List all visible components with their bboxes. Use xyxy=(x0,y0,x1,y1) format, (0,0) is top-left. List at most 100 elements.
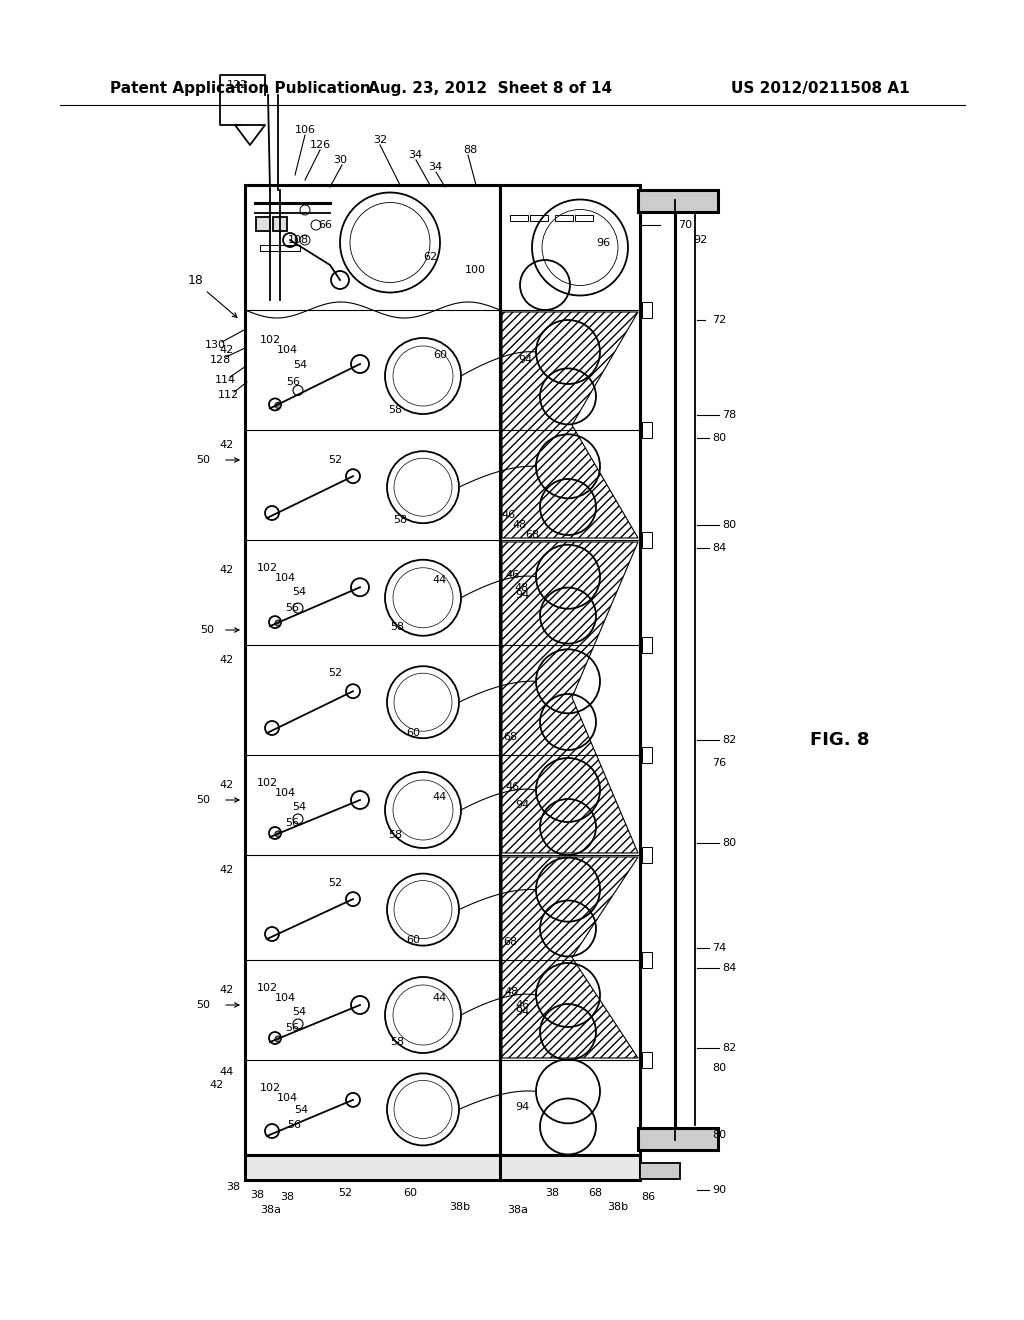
Text: 52: 52 xyxy=(328,455,342,465)
Text: 74: 74 xyxy=(712,942,726,953)
Circle shape xyxy=(275,1036,281,1041)
Text: 44: 44 xyxy=(433,792,447,803)
Text: 54: 54 xyxy=(292,587,306,597)
Bar xyxy=(256,216,270,231)
Text: 94: 94 xyxy=(515,590,529,601)
Text: 52: 52 xyxy=(328,878,342,888)
Text: 78: 78 xyxy=(722,411,736,420)
Text: 54: 54 xyxy=(294,1105,308,1115)
Polygon shape xyxy=(502,312,638,539)
Text: 50: 50 xyxy=(196,795,210,805)
Text: 126: 126 xyxy=(309,140,331,150)
Bar xyxy=(500,1155,640,1180)
Text: 80: 80 xyxy=(722,838,736,847)
Text: 52: 52 xyxy=(338,1188,352,1199)
Text: 46: 46 xyxy=(505,570,519,579)
Text: 38a: 38a xyxy=(508,1205,528,1214)
Text: 38: 38 xyxy=(226,1181,240,1192)
Polygon shape xyxy=(502,543,638,853)
Text: 44: 44 xyxy=(433,576,447,585)
Bar xyxy=(280,246,300,251)
Bar xyxy=(642,302,652,318)
Text: 80: 80 xyxy=(712,433,726,444)
Polygon shape xyxy=(502,857,638,1059)
Text: 58: 58 xyxy=(390,1038,404,1047)
Text: 18: 18 xyxy=(188,273,204,286)
Text: 102: 102 xyxy=(256,777,278,788)
Bar xyxy=(640,201,675,1140)
Text: 38b: 38b xyxy=(450,1203,471,1212)
Text: 38: 38 xyxy=(250,1191,264,1200)
Text: 62: 62 xyxy=(423,252,437,263)
Bar xyxy=(642,952,652,968)
Text: 58: 58 xyxy=(388,405,402,414)
Text: 68: 68 xyxy=(588,1188,602,1199)
Text: 58: 58 xyxy=(388,830,402,840)
Text: 80: 80 xyxy=(722,520,736,531)
Text: 102: 102 xyxy=(259,1082,281,1093)
Text: 42: 42 xyxy=(220,440,234,450)
Text: 112: 112 xyxy=(217,389,239,400)
Text: 42: 42 xyxy=(220,655,234,665)
Text: 130: 130 xyxy=(205,341,225,350)
Circle shape xyxy=(275,403,281,408)
Text: 68: 68 xyxy=(525,531,539,540)
Text: 80: 80 xyxy=(712,1063,726,1073)
Bar xyxy=(260,246,280,251)
Bar xyxy=(273,216,287,231)
Circle shape xyxy=(275,620,281,626)
Text: 42: 42 xyxy=(220,865,234,875)
Text: 82: 82 xyxy=(722,1043,736,1053)
Text: 42: 42 xyxy=(210,1080,224,1090)
Text: 42: 42 xyxy=(220,985,234,995)
Text: 58: 58 xyxy=(393,515,408,525)
Text: 48: 48 xyxy=(505,987,519,997)
Text: 104: 104 xyxy=(274,993,296,1003)
Bar xyxy=(642,847,652,863)
Text: 56: 56 xyxy=(286,378,300,387)
Text: 104: 104 xyxy=(274,788,296,799)
Bar xyxy=(245,1155,500,1180)
Text: 122: 122 xyxy=(226,81,248,90)
Text: 42: 42 xyxy=(220,345,234,355)
Text: 84: 84 xyxy=(722,964,736,973)
Text: 54: 54 xyxy=(292,1007,306,1016)
Bar xyxy=(510,215,528,220)
Text: 84: 84 xyxy=(712,543,726,553)
Text: 94: 94 xyxy=(515,1007,529,1016)
Text: 106: 106 xyxy=(295,125,315,135)
Text: 108: 108 xyxy=(288,235,308,246)
Text: 102: 102 xyxy=(256,983,278,993)
Text: 128: 128 xyxy=(209,355,230,366)
Text: 50: 50 xyxy=(200,624,214,635)
Text: 80: 80 xyxy=(712,1130,726,1140)
Circle shape xyxy=(275,832,281,837)
Bar xyxy=(638,190,718,213)
Text: 102: 102 xyxy=(259,335,281,345)
Text: Aug. 23, 2012  Sheet 8 of 14: Aug. 23, 2012 Sheet 8 of 14 xyxy=(368,81,612,95)
Text: 32: 32 xyxy=(373,135,387,145)
Text: 38: 38 xyxy=(280,1192,294,1203)
Text: 60: 60 xyxy=(403,1188,417,1199)
Text: 50: 50 xyxy=(196,455,210,465)
Text: 52: 52 xyxy=(328,668,342,678)
Text: 92: 92 xyxy=(693,235,708,246)
Text: 82: 82 xyxy=(722,735,736,744)
Bar xyxy=(575,215,593,220)
Text: 60: 60 xyxy=(433,350,447,360)
Text: 50: 50 xyxy=(196,1001,210,1010)
Text: 66: 66 xyxy=(318,220,332,230)
Text: 54: 54 xyxy=(292,803,306,812)
Bar xyxy=(245,185,500,1155)
Text: 90: 90 xyxy=(712,1185,726,1195)
Text: 114: 114 xyxy=(214,375,236,385)
Bar xyxy=(642,532,652,548)
Text: 86: 86 xyxy=(641,1192,655,1203)
Text: 56: 56 xyxy=(285,603,299,612)
Text: 88: 88 xyxy=(463,145,477,154)
Bar xyxy=(640,1163,680,1179)
Text: 38: 38 xyxy=(545,1188,559,1199)
Text: 56: 56 xyxy=(285,1023,299,1034)
Text: 104: 104 xyxy=(276,345,298,355)
Text: 60: 60 xyxy=(406,935,420,945)
